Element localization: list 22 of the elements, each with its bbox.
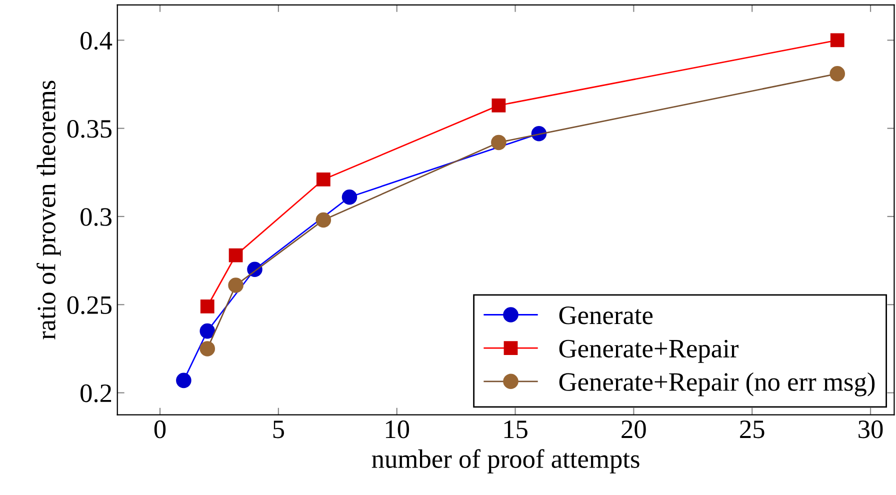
x-tick-label: 20 <box>622 420 646 438</box>
x-tick-label: 10 <box>386 420 410 438</box>
legend-label: Generate <box>559 306 653 324</box>
point <box>316 212 332 228</box>
legend-label: Generate+Repair <box>559 340 738 363</box>
y-tick-label: 0.2 <box>80 384 112 402</box>
x-tick-label: 0 <box>154 420 166 438</box>
y-tick-label: 0.25 <box>67 296 112 314</box>
point <box>830 66 846 82</box>
point <box>200 341 216 356</box>
x-tick-label: 30 <box>858 420 883 438</box>
y-tick-label: 0.35 <box>67 120 112 138</box>
y-tick-label: 0.4 <box>80 32 112 50</box>
y-axis-title: ratio of proven theorems <box>36 80 61 340</box>
x-tick-label: 25 <box>740 420 764 438</box>
x-tick-label: 5 <box>273 420 284 438</box>
x-tick-label: 15 <box>504 420 528 438</box>
legend-label: Generate+Repair (no err msg) <box>559 372 875 396</box>
point <box>228 278 244 293</box>
y-tick-label: 0.3 <box>80 208 112 226</box>
point <box>491 134 506 150</box>
x-axis-title: number of proof attempts <box>372 449 640 474</box>
